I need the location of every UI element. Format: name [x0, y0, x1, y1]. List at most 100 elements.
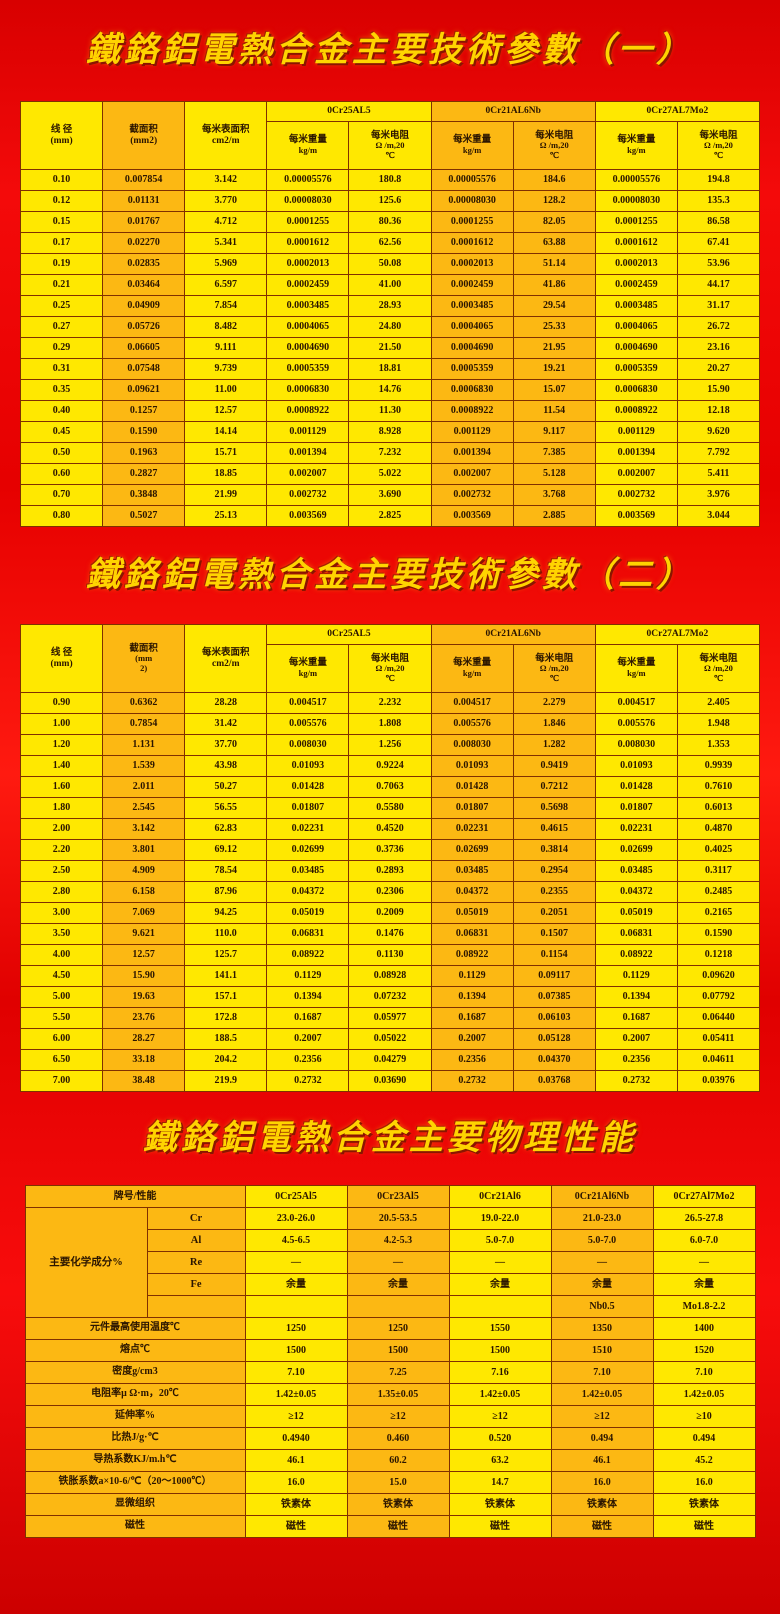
table-cell: 0.7063 [348, 776, 432, 798]
table-cell: 33.18 [102, 1049, 186, 1071]
composition-value: 5.0-7.0 [550, 1229, 654, 1252]
table-cell: 50.08 [348, 253, 432, 275]
table-cell: 0.1257 [102, 400, 186, 422]
table-cell: 0.1687 [430, 1007, 514, 1029]
table-row: 1.20 1.131 37.70 0.008030 1.256 0.008030 1.282… [19, 734, 761, 756]
table-cell: 0.04909 [102, 295, 186, 317]
table-row: 6.50 33.18 204.2 0.2356 0.04279 0.2356 0.04370… [19, 1049, 761, 1071]
composition-row: Al 4.5-6.5 4.2-5.3 5.0-7.0 5.0-7.0 6.0-7.0 [25, 1229, 756, 1252]
composition-value: 余量 [652, 1273, 756, 1296]
table-cell: 2.545 [102, 797, 186, 819]
table-cell: 0.1687 [594, 1007, 678, 1029]
property-row: 密度g/cm3 7.10 7.25 7.16 7.10 7.10 [24, 1361, 756, 1384]
table-cell: 0.2009 [348, 902, 432, 924]
table-cell: 0.25 [19, 295, 104, 317]
table-cell: 0.7610 [676, 776, 761, 798]
property-value: 铁素体 [244, 1493, 348, 1516]
table-cell: 23.16 [676, 337, 761, 359]
table-cell: 7.385 [512, 442, 596, 464]
property-value: 1550 [448, 1317, 552, 1340]
table-cell: 0.0002013 [266, 253, 350, 275]
table-cell: 0.1154 [512, 944, 596, 966]
table-cell: 1.353 [676, 734, 761, 756]
table-cell: 0.09620 [676, 965, 761, 987]
header-surface-area: 每米表面积 cm2/m [184, 101, 268, 170]
table-cell: 5.411 [676, 463, 761, 485]
table-cell: 0.005576 [430, 713, 514, 735]
composition-value: — [346, 1251, 450, 1274]
composition-element: Cr [146, 1207, 246, 1230]
table-cell: 0.004517 [266, 692, 350, 714]
composition-element: Al [146, 1229, 246, 1252]
table-cell: 86.58 [676, 211, 761, 233]
table-cell: 0.0005359 [266, 358, 350, 380]
property-value: 磁性 [652, 1515, 756, 1538]
property-value: 7.10 [550, 1361, 654, 1384]
table-cell: 0.29 [19, 337, 104, 359]
table-cell: 194.8 [676, 169, 761, 191]
table-row: 5.00 19.63 157.1 0.1394 0.07232 0.1394 0.07385… [19, 986, 761, 1008]
table-cell: 0.002007 [430, 463, 514, 485]
table-cell: 0.1476 [348, 923, 432, 945]
table-cell: 0.0002459 [430, 274, 514, 296]
header-alloy-0: 0Cr25AL5 [266, 101, 432, 122]
table-cell: 0.02231 [266, 818, 350, 840]
table-cell: 5.50 [19, 1007, 104, 1029]
table-cell: 0.07792 [676, 986, 761, 1008]
header-weight-2: 每米重量 kg/m [594, 644, 678, 693]
property-value: 1350 [550, 1317, 654, 1340]
table-cell: 7.854 [184, 295, 268, 317]
table-cell: 0.2485 [676, 881, 761, 903]
table-cell: 67.41 [676, 232, 761, 254]
table-cell: 0.06103 [512, 1007, 596, 1029]
table-cell: 0.001394 [594, 442, 678, 464]
table-cell: 2.00 [19, 818, 104, 840]
composition-value: 21.0-23.0 [550, 1207, 654, 1230]
property-label: 铁胀系数a×10-6/℃（20～1000℃） [24, 1471, 246, 1494]
property-value: 1510 [550, 1339, 654, 1362]
table-cell: 53.96 [676, 253, 761, 275]
table-cell: 6.158 [102, 881, 186, 903]
property-value: 0.520 [448, 1427, 552, 1450]
table-cell: 1.948 [676, 713, 761, 735]
table-cell: 204.2 [184, 1049, 268, 1071]
table-header-row-metrics: 每米重量 kg/m 每米电阻 Ω /m,20 ℃ 每米重量 kg/m 每米电阻 [21, 644, 761, 693]
table-row: 0.17 0.02270 5.341 0.0001612 62.56 0.0001612 6… [19, 232, 761, 254]
table-cell: 1.60 [19, 776, 104, 798]
table-cell: 0.0004065 [266, 316, 350, 338]
table-cell: 0.0006830 [430, 379, 514, 401]
table-row: 0.27 0.05726 8.482 0.0004065 24.80 0.0004065 2… [19, 316, 761, 338]
table-row: 0.40 0.1257 12.57 0.0008922 11.30 0.0008922 11… [19, 400, 761, 422]
table-cell: 0.7854 [102, 713, 186, 735]
table-cell: 0.05019 [594, 902, 678, 924]
header-resistance-0: 每米电阻 Ω /m,20 ℃ [348, 644, 432, 693]
table-cell: 26.72 [676, 316, 761, 338]
table-cell: 0.31 [19, 358, 104, 380]
table-cell: 0.10 [19, 169, 104, 191]
table-cell: 87.96 [184, 881, 268, 903]
table-cell: 12.18 [676, 400, 761, 422]
table-cell: 0.01093 [594, 755, 678, 777]
property-value: 46.1 [550, 1449, 654, 1472]
composition-value [448, 1295, 552, 1318]
table-cell: 6.00 [19, 1028, 104, 1050]
table-row: 2.20 3.801 69.12 0.02699 0.3736 0.02699 0.3814… [19, 839, 761, 861]
table-cell: 0.4025 [676, 839, 761, 861]
table-cell: 0.0002013 [430, 253, 514, 275]
table-cell: 0.02699 [266, 839, 350, 861]
table-row: 2.80 6.158 87.96 0.04372 0.2306 0.04372 0.2355… [19, 881, 761, 903]
table-row: 1.60 2.011 50.27 0.01428 0.7063 0.01428 0.7212… [19, 776, 761, 798]
property-value: 铁素体 [346, 1493, 450, 1516]
property-value: 磁性 [448, 1515, 552, 1538]
table-cell: 4.712 [184, 211, 268, 233]
table-cell: 0.001394 [266, 442, 350, 464]
table-cell: 0.03976 [676, 1070, 761, 1092]
table-cell: 0.003569 [594, 505, 678, 527]
table-cell: 0.02231 [430, 818, 514, 840]
property-value: 1250 [346, 1317, 450, 1340]
composition-value: Nb0.5 [550, 1295, 654, 1318]
table-cell: 0.19 [19, 253, 104, 275]
table-cell: 51.14 [512, 253, 596, 275]
table-cell: 188.5 [184, 1028, 268, 1050]
table-cell: 0.1687 [266, 1007, 350, 1029]
